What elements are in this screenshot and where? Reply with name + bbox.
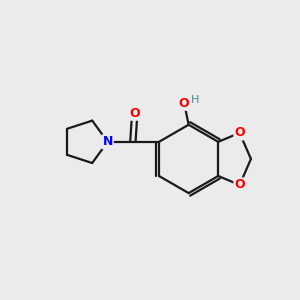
Text: O: O bbox=[234, 126, 245, 140]
Text: H: H bbox=[191, 95, 200, 105]
Text: O: O bbox=[234, 178, 245, 191]
Text: O: O bbox=[179, 97, 190, 110]
Text: N: N bbox=[102, 135, 113, 148]
Text: O: O bbox=[129, 107, 140, 120]
